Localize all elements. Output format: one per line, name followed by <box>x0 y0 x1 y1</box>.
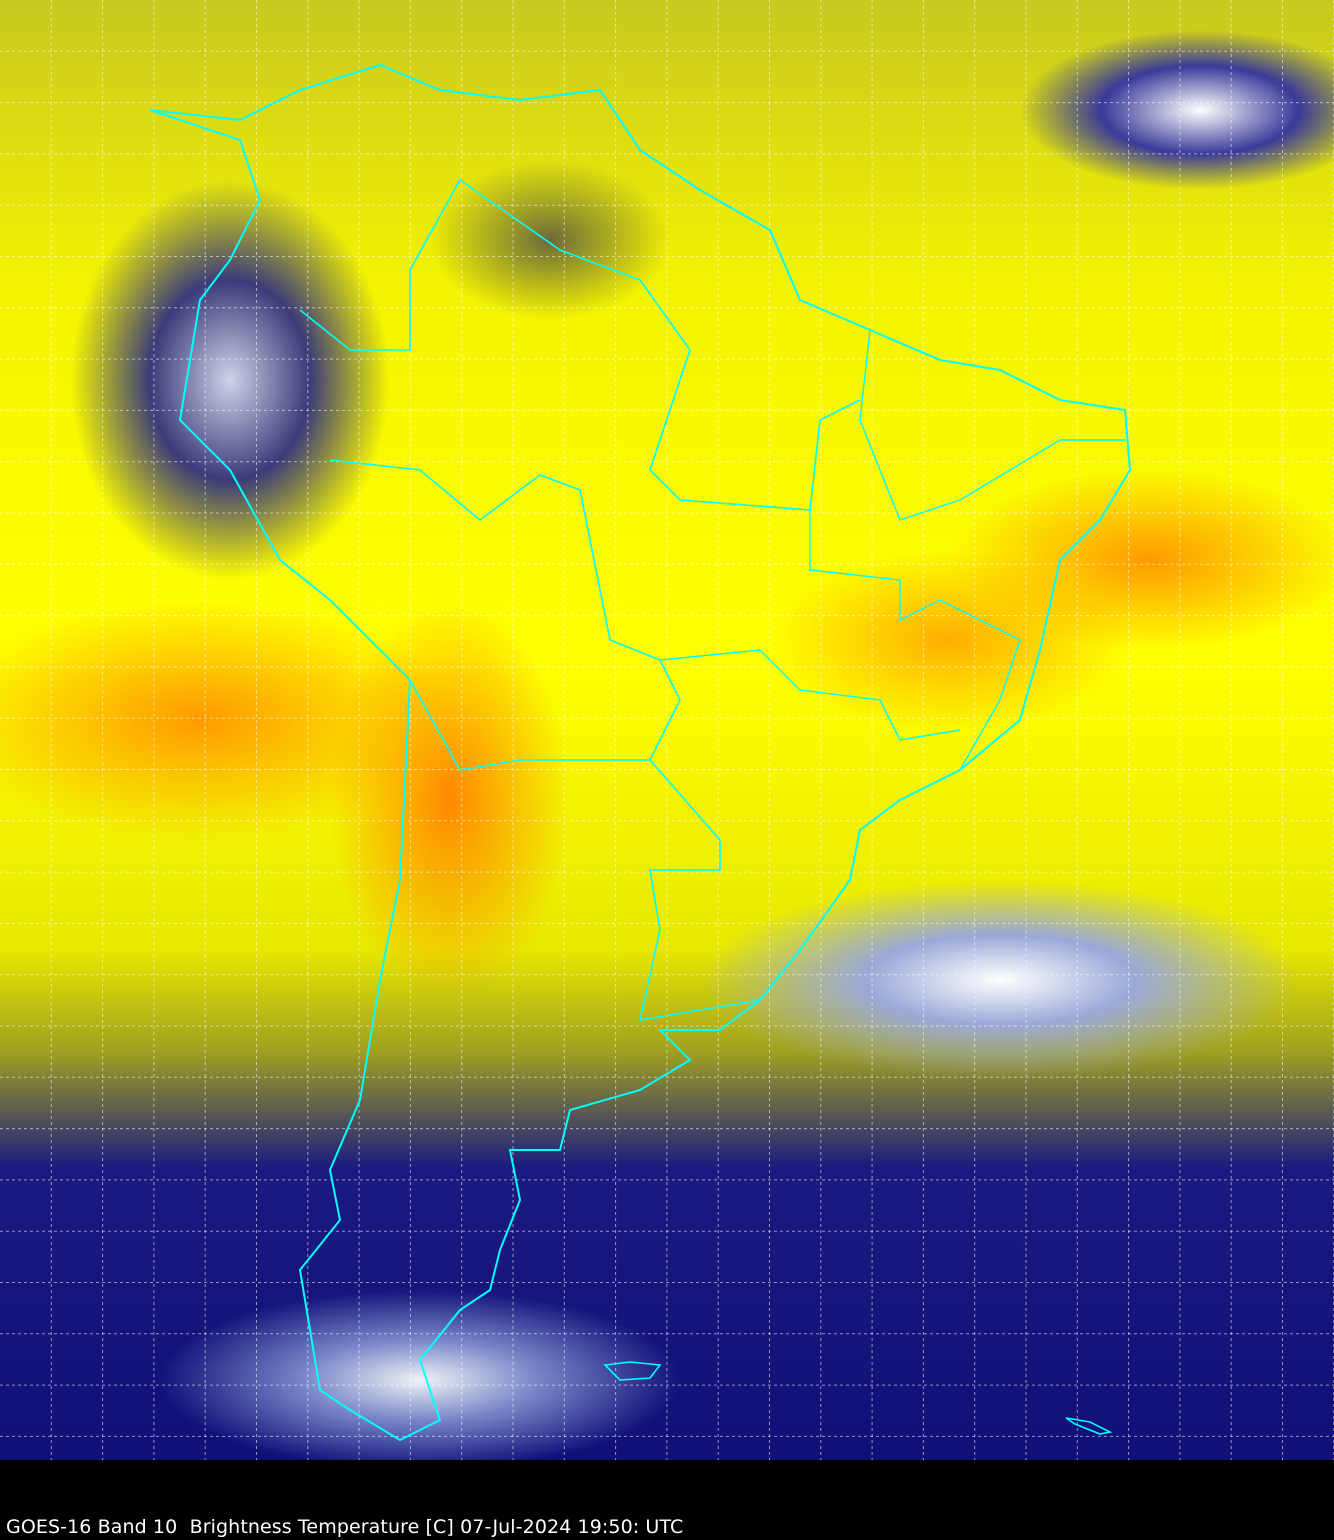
south-america-coastline <box>149 63 1132 1442</box>
lat-lon-grid <box>0 0 1334 1460</box>
country-borders <box>638 759 801 1021</box>
falkland-islands <box>603 1361 662 1381</box>
map-overlay <box>0 0 1334 1460</box>
image-caption: GOES-16 Band 10 Brightness Temperature [… <box>6 1516 684 1538</box>
state-borders <box>659 649 961 741</box>
satellite-image <box>0 0 1334 1460</box>
country-borders <box>329 459 681 771</box>
state-borders <box>809 510 1021 771</box>
state-borders <box>859 329 1125 521</box>
south-georgia <box>1065 1417 1113 1435</box>
country-borders <box>299 178 861 511</box>
